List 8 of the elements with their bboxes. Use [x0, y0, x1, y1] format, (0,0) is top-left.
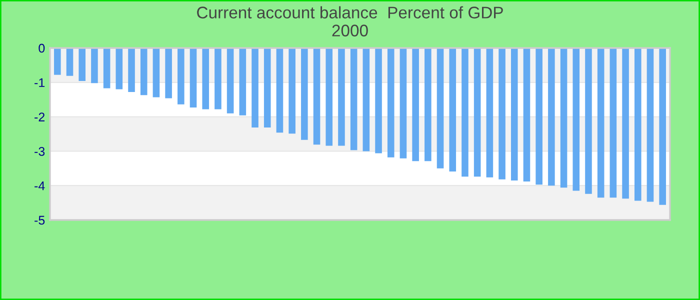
- chart-subtitle: 2000: [332, 24, 368, 36]
- y-tick-label: -2: [34, 112, 45, 122]
- y-tick-label: -5: [34, 216, 45, 225]
- y-tick-label: -3: [34, 147, 45, 156]
- y-tick-label: -4: [34, 182, 45, 190]
- y-tick-label: 0: [38, 44, 45, 53]
- y-tick-label: -1: [34, 78, 45, 87]
- chart-title: Current account balance Percent of GDP: [197, 6, 503, 18]
